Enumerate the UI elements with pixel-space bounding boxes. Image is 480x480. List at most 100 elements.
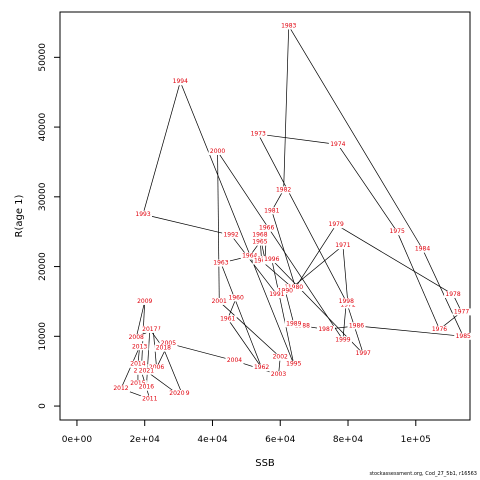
point-label-bg-2014 — [128, 360, 147, 368]
segment-1970-1971 — [291, 245, 344, 288]
segment-1994-1995 — [179, 81, 295, 365]
point-label-bg-2011 — [140, 395, 159, 403]
point-label-bg-1979 — [327, 221, 346, 229]
point-label-bg-1971 — [333, 242, 352, 250]
point-label-bg-1961 — [218, 315, 237, 323]
point-label-bg-2001 — [210, 297, 229, 305]
point-label-1986: 1986 — [349, 322, 364, 329]
segment-2008-2009 — [135, 301, 146, 338]
point-label-bg-1993 — [134, 210, 153, 218]
point-label-2021: 2021 — [139, 368, 154, 375]
point-label-2006: 2006 — [149, 364, 164, 371]
point-label-bg-2013 — [130, 343, 149, 351]
point-label-bg-1962 — [252, 364, 271, 372]
segment-2018-2019 — [163, 348, 183, 394]
y-tick-label: 30000 — [38, 182, 48, 211]
point-label-bg-1984 — [413, 245, 432, 253]
point-label-bg-1976 — [430, 325, 449, 333]
point-label-bg-1968 — [250, 231, 269, 239]
segment-1974-1975 — [337, 144, 398, 232]
point-label-1994: 1994 — [173, 78, 188, 85]
y-tick-label: 50000 — [38, 43, 48, 72]
point-label-bg-1998 — [337, 297, 356, 305]
x-tick-label: 4e+04 — [197, 435, 228, 445]
segment-2016-2017 — [146, 329, 151, 388]
point-label-bg-2002 — [271, 353, 290, 361]
segment-2001-2002 — [219, 301, 281, 358]
y-tick-label: 0 — [38, 403, 48, 409]
segment-1999-2000 — [217, 151, 344, 340]
point-label-bg-2004 — [225, 357, 244, 365]
point-label-2000: 2000 — [210, 148, 225, 155]
x-tick-label: 6e+04 — [265, 435, 296, 445]
point-label-1975: 1975 — [390, 228, 405, 235]
point-label-bg-1995 — [284, 360, 303, 368]
point-label-1966: 1966 — [259, 225, 274, 232]
point-label-bg-2000 — [208, 147, 227, 155]
segment-1989-1990 — [284, 290, 295, 324]
point-label-bg-2021 — [137, 367, 156, 375]
point-label-2004: 2004 — [227, 357, 242, 364]
x-tick-label: 2e+04 — [130, 435, 161, 445]
point-label-bg-2018 — [154, 344, 173, 352]
segment-1982-1983 — [283, 25, 290, 190]
point-label-bg-1980 — [286, 283, 305, 291]
y-axis: 0 10000 20000 30000 40000 50000 — [38, 43, 61, 409]
segment-1980-1981 — [271, 210, 296, 288]
point-label-1976: 1976 — [432, 326, 447, 333]
segment-1993-1994 — [142, 81, 181, 215]
point-label-bg-2006 — [147, 364, 166, 372]
point-label-bg-2009 — [135, 297, 154, 305]
segment-1975-1976 — [396, 231, 440, 330]
segment-1992-1993 — [142, 213, 232, 236]
point-label-bg-1965 — [250, 238, 269, 246]
point-label-2008: 2008 — [129, 334, 144, 341]
point-label-1968: 1968 — [252, 232, 267, 239]
point-label-1964: 1964 — [242, 253, 257, 260]
point-label-2018: 2018 — [156, 345, 171, 352]
point-label-bg-1973 — [249, 130, 268, 138]
y-tick-label: 20000 — [38, 252, 48, 281]
point-label-2016: 2016 — [139, 384, 154, 391]
point-label-bg-1997 — [354, 350, 373, 358]
segment-1978-1979 — [335, 224, 454, 295]
x-tick-label: 8e+04 — [333, 435, 364, 445]
x-tick-label: 0e+00 — [62, 435, 93, 445]
point-label-bg-1966 — [257, 224, 276, 232]
point-label-bg-1963 — [211, 259, 230, 267]
point-label-2013: 2013 — [132, 343, 147, 350]
point-label-2003: 2003 — [271, 371, 286, 378]
segment-2000-2001 — [217, 151, 220, 302]
point-label-1997: 1997 — [356, 350, 371, 357]
point-label-2002: 2002 — [273, 354, 288, 361]
point-label-1960: 1960 — [229, 294, 244, 301]
segment-1971-1972 — [342, 245, 349, 305]
segment-1972-1973 — [257, 133, 349, 306]
segment-1961-1962 — [227, 318, 262, 368]
point-label-1969: 1969 — [254, 257, 269, 264]
point-label-1992: 1992 — [223, 232, 238, 239]
point-label-1977: 1977 — [454, 308, 469, 315]
point-label-1999: 1999 — [335, 336, 350, 343]
plot-frame — [59, 11, 471, 421]
point-labels: 1963196419651966196719681969197019711972… — [111, 22, 473, 403]
point-label-bg-1975 — [388, 228, 407, 236]
point-label-bg-2008 — [127, 334, 146, 342]
point-label-1962: 1962 — [254, 364, 269, 371]
point-label-bg-1977 — [452, 308, 471, 316]
point-label-bg-1987 — [316, 325, 335, 333]
point-label-1973: 1973 — [251, 131, 266, 138]
point-label-2009: 2009 — [137, 298, 152, 305]
point-label-bg-2016 — [137, 383, 156, 391]
point-label-bg-2012 — [111, 385, 130, 393]
point-label-1963: 1963 — [213, 260, 228, 267]
point-label-2017: 2017 — [142, 326, 157, 333]
point-label-1995: 1995 — [286, 361, 301, 368]
point-label-1981: 1981 — [264, 207, 279, 214]
point-label-bg-1974 — [328, 141, 347, 149]
point-label-1974: 1974 — [330, 141, 345, 148]
point-label-bg-1964 — [240, 252, 259, 260]
point-label-1989: 1989 — [286, 320, 301, 327]
point-label-bg-1992 — [222, 231, 241, 239]
